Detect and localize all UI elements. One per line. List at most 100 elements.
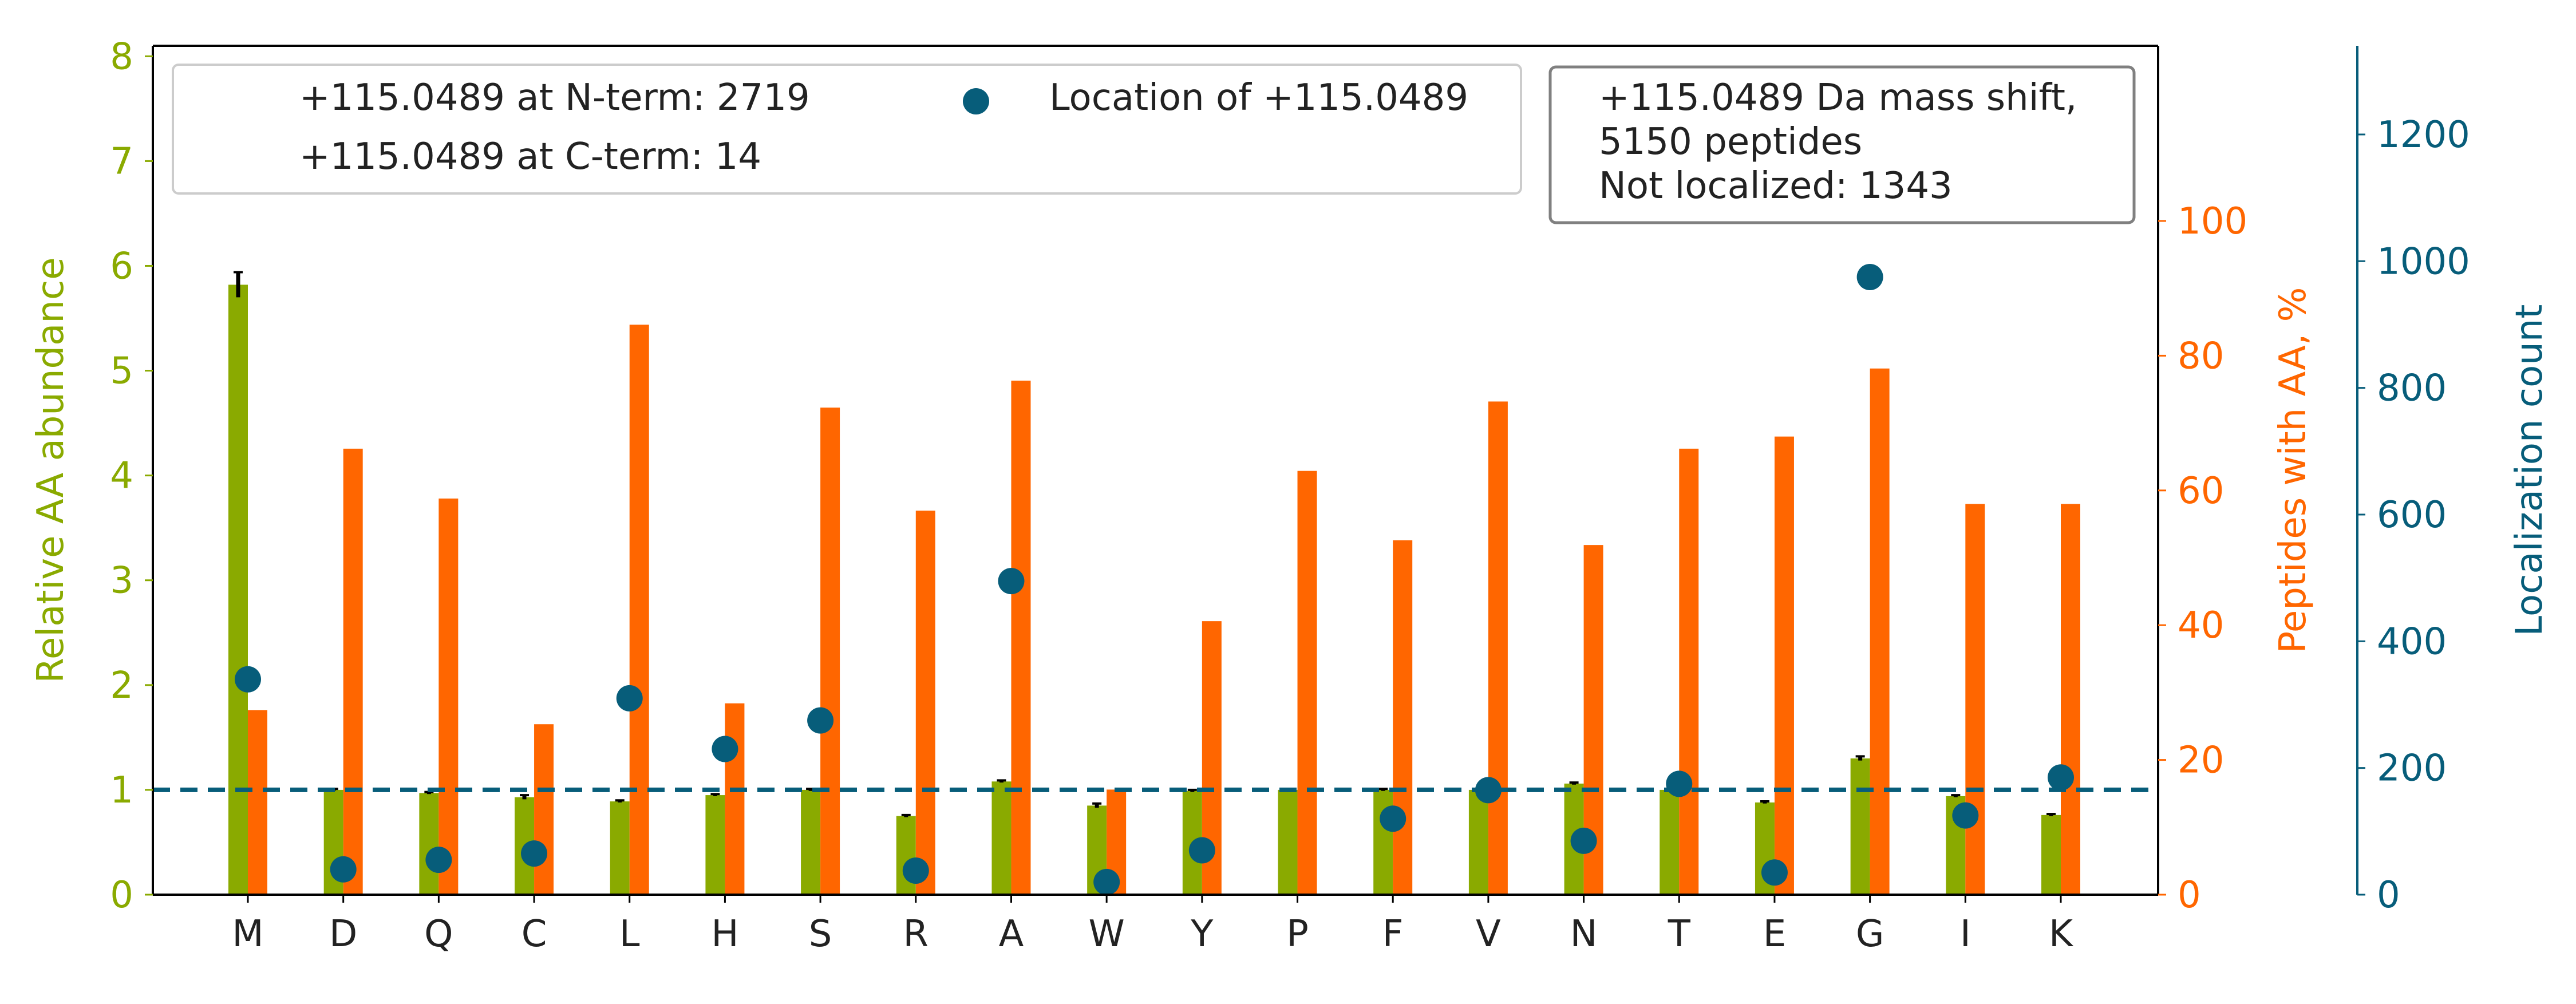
info-box: +115.0489 Da mass shift,5150 peptidesNot… xyxy=(1548,65,2136,224)
localization-point-I xyxy=(1952,802,1979,829)
abundance-bar-H xyxy=(705,795,725,895)
infobox-frame xyxy=(1548,65,2136,224)
left-tick-label-4: 4 xyxy=(110,455,133,497)
x-tick-label-K: K xyxy=(2049,913,2074,955)
left-tick-label-0: 0 xyxy=(110,874,133,916)
abundance-bar-Q xyxy=(419,793,439,895)
x-tick-label-D: D xyxy=(329,913,357,955)
legend-entry-nterm: +115.0489 at N-term: 2719 xyxy=(299,77,810,119)
abundance-bar-L xyxy=(610,801,630,895)
loc-tick-label-0: 0 xyxy=(2377,874,2400,916)
right-tick-label-20: 20 xyxy=(2178,740,2224,782)
peptides-bar-G xyxy=(1870,368,1890,895)
localization-point-E xyxy=(1761,859,1788,886)
left-axis-label: Relative AA abundance xyxy=(30,257,72,683)
peptides-bar-T xyxy=(1679,448,1699,895)
peptides-bar-Q xyxy=(438,498,459,895)
x-tick-label-Y: Y xyxy=(1190,913,1214,955)
left-tick-label-6: 6 xyxy=(110,245,133,287)
localization-point-H xyxy=(712,736,738,762)
abundance-bar-F xyxy=(1373,789,1393,895)
localization-point-D xyxy=(330,856,357,883)
infobox-line-1: +115.0489 Da mass shift, xyxy=(1599,77,2077,119)
infobox-line-3: Not localized: 1343 xyxy=(1599,165,1953,207)
peptides-bar-H xyxy=(725,703,745,895)
legend-entry-location: Location of +115.0489 xyxy=(1049,77,1468,119)
left-tick-label-7: 7 xyxy=(110,140,133,183)
peptides-bar-R xyxy=(915,511,935,895)
x-tick-label-V: V xyxy=(1476,913,1501,955)
x-tick-label-L: L xyxy=(619,913,640,955)
loc-tick-label-1000: 1000 xyxy=(2377,240,2470,283)
peptides-bar-D xyxy=(343,448,363,895)
left-tick-label-3: 3 xyxy=(110,560,133,602)
loc-tick-label-1200: 1200 xyxy=(2377,114,2470,156)
localization-point-G xyxy=(1856,263,1883,290)
localization-axis-label: Localization count xyxy=(2508,305,2551,637)
left-tick-label-2: 2 xyxy=(110,665,133,707)
x-tick-label-G: G xyxy=(1856,913,1884,955)
left-tick-label-8: 8 xyxy=(110,35,133,78)
bars-layer xyxy=(228,271,2080,895)
peptides-bar-V xyxy=(1488,401,1508,895)
localization-point-S xyxy=(807,707,834,734)
left-tick-label-1: 1 xyxy=(110,769,133,812)
loc-tick-label-400: 400 xyxy=(2377,620,2447,663)
x-tick-label-P: P xyxy=(1286,913,1309,955)
loc-tick-label-200: 200 xyxy=(2377,748,2447,790)
x-tick-label-C: C xyxy=(521,913,547,955)
loc-tick-label-600: 600 xyxy=(2377,494,2447,536)
legend-entry-cterm: +115.0489 at C-term: 14 xyxy=(299,136,761,178)
left-tick-label-5: 5 xyxy=(110,350,133,393)
localization-point-C xyxy=(521,840,548,867)
peptides-bar-F xyxy=(1393,540,1413,895)
localization-point-F xyxy=(1380,805,1406,832)
right-tick-label-60: 60 xyxy=(2178,470,2224,512)
x-tick-label-T: T xyxy=(1668,913,1691,955)
peptides-bar-M xyxy=(248,710,267,895)
abundance-bar-P xyxy=(1278,789,1298,895)
x-tick-label-Q: Q xyxy=(424,913,453,955)
peptides-bar-K xyxy=(2061,504,2080,895)
localization-point-M xyxy=(235,666,261,693)
localization-point-A xyxy=(998,568,1025,595)
abundance-bar-M xyxy=(228,284,248,895)
localization-point-V xyxy=(1475,777,1502,804)
points-layer xyxy=(235,263,2074,895)
legend-frame xyxy=(172,64,1522,195)
right-tick-label-80: 80 xyxy=(2178,335,2224,377)
localization-point-R xyxy=(902,857,929,884)
x-tick-label-S: S xyxy=(809,913,832,955)
right-tick-label-40: 40 xyxy=(2178,604,2224,647)
localization-point-T xyxy=(1666,770,1693,797)
x-tick-label-I: I xyxy=(1960,913,1971,955)
x-tick-label-E: E xyxy=(1763,913,1786,955)
x-tick-label-W: W xyxy=(1089,913,1125,955)
abundance-bar-G xyxy=(1850,758,1870,895)
abundance-bar-V xyxy=(1468,789,1488,895)
x-tick-label-N: N xyxy=(1570,913,1598,955)
axes-layer: M D Q C L H S R A W Y P F V N T E G I K 0 1 2 3 4 5 6 7 8 Relative AA… xyxy=(30,35,2551,955)
abundance-bar-S xyxy=(801,789,821,895)
peptides-bar-E xyxy=(1774,436,1794,895)
x-tick-label-M: M xyxy=(232,913,263,955)
localization-point-L xyxy=(616,685,643,712)
x-tick-label-A: A xyxy=(999,913,1024,955)
peptides-bar-P xyxy=(1297,471,1317,895)
localization-point-W xyxy=(1093,868,1120,895)
localization-point-K xyxy=(2048,764,2074,791)
x-tick-label-R: R xyxy=(903,913,929,955)
legend: +115.0489 at N-term: 2719 +115.0489 at C-… xyxy=(172,64,1522,195)
x-tick-label-H: H xyxy=(711,913,738,955)
loc-tick-label-800: 800 xyxy=(2377,367,2447,410)
abundance-bar-T xyxy=(1660,789,1680,895)
right-tick-label-0: 0 xyxy=(2178,874,2201,916)
peptides-bar-I xyxy=(1965,504,1985,895)
peptides-bar-C xyxy=(534,724,554,895)
infobox-line-2: 5150 peptides xyxy=(1599,121,1862,163)
localization-point-Y xyxy=(1188,837,1215,864)
abundance-bar-K xyxy=(2041,815,2061,895)
x-tick-label-F: F xyxy=(1382,913,1404,955)
